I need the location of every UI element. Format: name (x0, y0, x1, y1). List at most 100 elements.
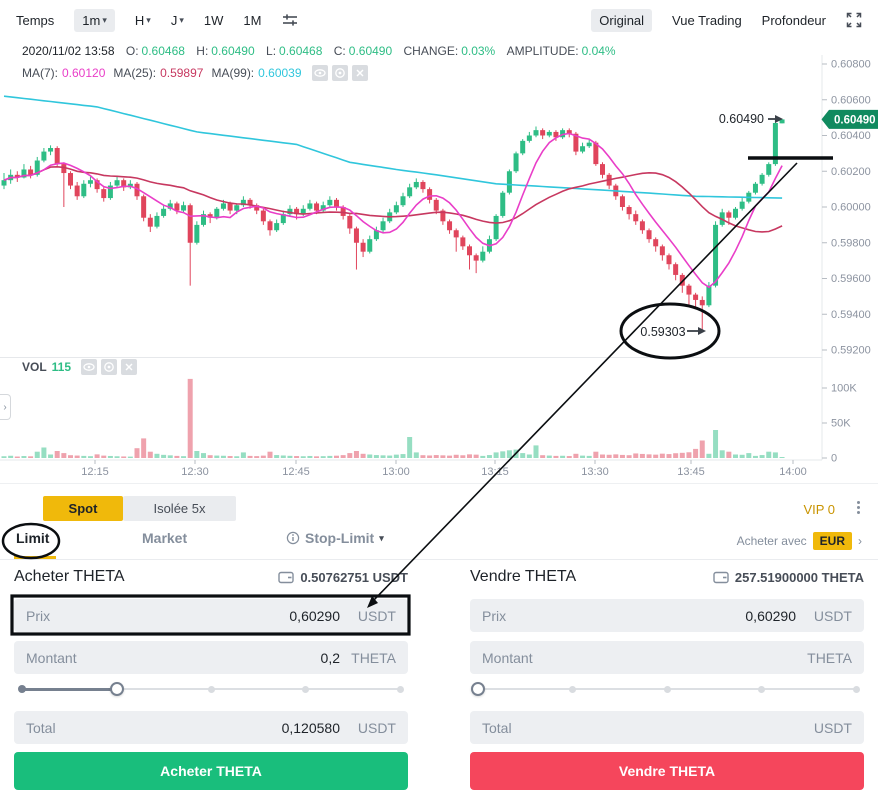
svg-text:0: 0 (831, 453, 837, 465)
panel-collapse-handle[interactable]: › (0, 394, 11, 420)
amount-label: Montant (482, 649, 533, 666)
interval-h-button[interactable]: H ▾ (134, 12, 151, 28)
svg-text:13:30: 13:30 (581, 466, 609, 478)
ma25-label: MA(25): (113, 66, 157, 80)
price-label: Prix (482, 607, 507, 624)
open-label: O: (125, 44, 139, 58)
high-value: 0.60490 (211, 44, 255, 58)
tab-spot[interactable]: Spot (43, 496, 123, 521)
sell-panel: Vendre THETA 257.51900000 THETA Prix 0,6… (470, 490, 864, 807)
svg-text:0.60200: 0.60200 (831, 166, 871, 178)
interval-controls: Temps 1m ▾ H ▾ J ▾ 1W 1M (16, 8, 299, 32)
sell-balance: 257.51900000 THETA (713, 570, 864, 585)
chevron-down-icon: ▾ (102, 14, 107, 25)
fullscreen-icon[interactable] (846, 12, 862, 28)
total-unit: USDT (357, 719, 396, 736)
sell-amount-slider[interactable] (471, 681, 860, 697)
ma7-label: MA(7): (22, 66, 58, 80)
view-depth-button[interactable]: Profondeur (761, 12, 826, 28)
high-label: H: (196, 44, 209, 58)
total-value: 0,120580 (281, 719, 340, 736)
ma-tools (311, 65, 368, 81)
svg-text:12:45: 12:45 (282, 466, 310, 478)
buy-balance: 0.50762751 USDT (278, 570, 408, 585)
amount-value: 0,2 (320, 649, 340, 666)
total-unit: USDT (813, 719, 852, 736)
svg-text:12:15: 12:15 (81, 466, 109, 478)
change-value: 0.03% (461, 44, 496, 58)
sell-total-input[interactable]: Total USDT (470, 711, 864, 744)
more-menu-icon[interactable] (857, 501, 860, 514)
target-icon[interactable] (101, 359, 118, 375)
buy-price-input[interactable]: Prix 0,60290 USDT (14, 599, 408, 632)
ma99-value: 0.60039 (258, 66, 302, 80)
price-label: Prix (26, 607, 51, 624)
chevron-down-icon: ▾ (179, 14, 184, 25)
svg-text:13:45: 13:45 (677, 466, 705, 478)
price-value: 0,60290 (745, 607, 796, 624)
volume-header: VOL 115 (22, 359, 138, 375)
tab-market[interactable]: Market (142, 530, 188, 546)
svg-text:0.59800: 0.59800 (831, 237, 871, 249)
view-original-button[interactable]: Original (591, 8, 653, 32)
slider-handle[interactable] (109, 682, 124, 696)
low-value: 0.60468 (279, 44, 323, 58)
svg-text:13:00: 13:00 (382, 466, 410, 478)
ma99-label: MA(99): (211, 66, 255, 80)
svg-text:0.60800: 0.60800 (831, 59, 871, 71)
ma-header: MA(7): 0.60120 MA(25): 0.59897 MA(99): 0… (22, 65, 368, 81)
svg-text:0.59600: 0.59600 (831, 273, 871, 285)
wallet-icon (713, 571, 729, 583)
view-trading-button[interactable]: Vue Trading (672, 12, 742, 28)
buy-panel: Acheter THETA 0.50762751 USDT Prix 0,602… (14, 490, 408, 807)
slider-handle[interactable] (471, 682, 485, 696)
target-icon[interactable] (331, 65, 348, 81)
buy-total-input[interactable]: Total 0,120580 USDT (14, 711, 408, 744)
svg-text:50K: 50K (831, 418, 851, 430)
buy-amount-slider[interactable] (18, 681, 404, 697)
eye-icon[interactable] (81, 359, 98, 375)
svg-text:0.60600: 0.60600 (831, 94, 871, 106)
interval-1m-button[interactable]: 1m ▾ (74, 8, 115, 32)
buy-button[interactable]: Acheter THETA (14, 752, 408, 790)
amount-unit: THETA (807, 649, 852, 666)
vip-badge[interactable]: VIP 0 (803, 502, 835, 517)
total-label: Total (482, 719, 512, 736)
amount-unit: THETA (351, 649, 396, 666)
view-controls: Original Vue Trading Profondeur (591, 8, 862, 32)
divider (0, 483, 878, 484)
sell-price-input[interactable]: Prix 0,60290 USDT (470, 599, 864, 632)
wallet-icon (278, 571, 295, 583)
close-label: C: (333, 44, 346, 58)
interval-1w-button[interactable]: 1W (203, 12, 224, 28)
chevron-down-icon: ▾ (146, 14, 151, 25)
vol-tools (81, 359, 138, 375)
svg-text:12:30: 12:30 (181, 466, 209, 478)
trade-panel: Spot Isolée 5x VIP 0 Limit Market Stop-L… (0, 483, 878, 807)
price-chart[interactable]: 0.60800 0.60600 0.60400 0.60200 0.60000 0.598… (0, 0, 878, 486)
tab-margin[interactable]: Isolée 5x (123, 496, 236, 521)
buy-title: Acheter THETA (14, 568, 125, 585)
interval-1mo-button[interactable]: 1M (243, 12, 262, 28)
amplitude-value: 0.04% (581, 44, 616, 58)
sell-title: Vendre THETA (470, 568, 577, 585)
last-price-tag-value: 0.60490 (834, 114, 876, 126)
interval-j-button[interactable]: J ▾ (170, 12, 184, 28)
open-value: 0.60468 (141, 44, 185, 58)
sell-button[interactable]: Vendre THETA (470, 752, 864, 790)
total-label: Total (26, 719, 56, 736)
price-unit: USDT (357, 607, 396, 624)
eye-icon[interactable] (311, 65, 328, 81)
close-icon[interactable] (351, 65, 368, 81)
svg-text:0.59400: 0.59400 (831, 309, 871, 321)
svg-text:14:00: 14:00 (779, 466, 807, 478)
sell-amount-input[interactable]: Montant THETA (470, 641, 864, 674)
close-icon[interactable] (121, 359, 138, 375)
low-label: L: (266, 44, 277, 58)
price-unit: USDT (813, 607, 852, 624)
indicator-settings-icon[interactable] (281, 11, 299, 29)
fiat-currency-badge[interactable]: EUR (812, 532, 852, 550)
buy-amount-input[interactable]: Montant 0,2 THETA (14, 641, 408, 674)
temps-label: Temps (16, 12, 55, 28)
